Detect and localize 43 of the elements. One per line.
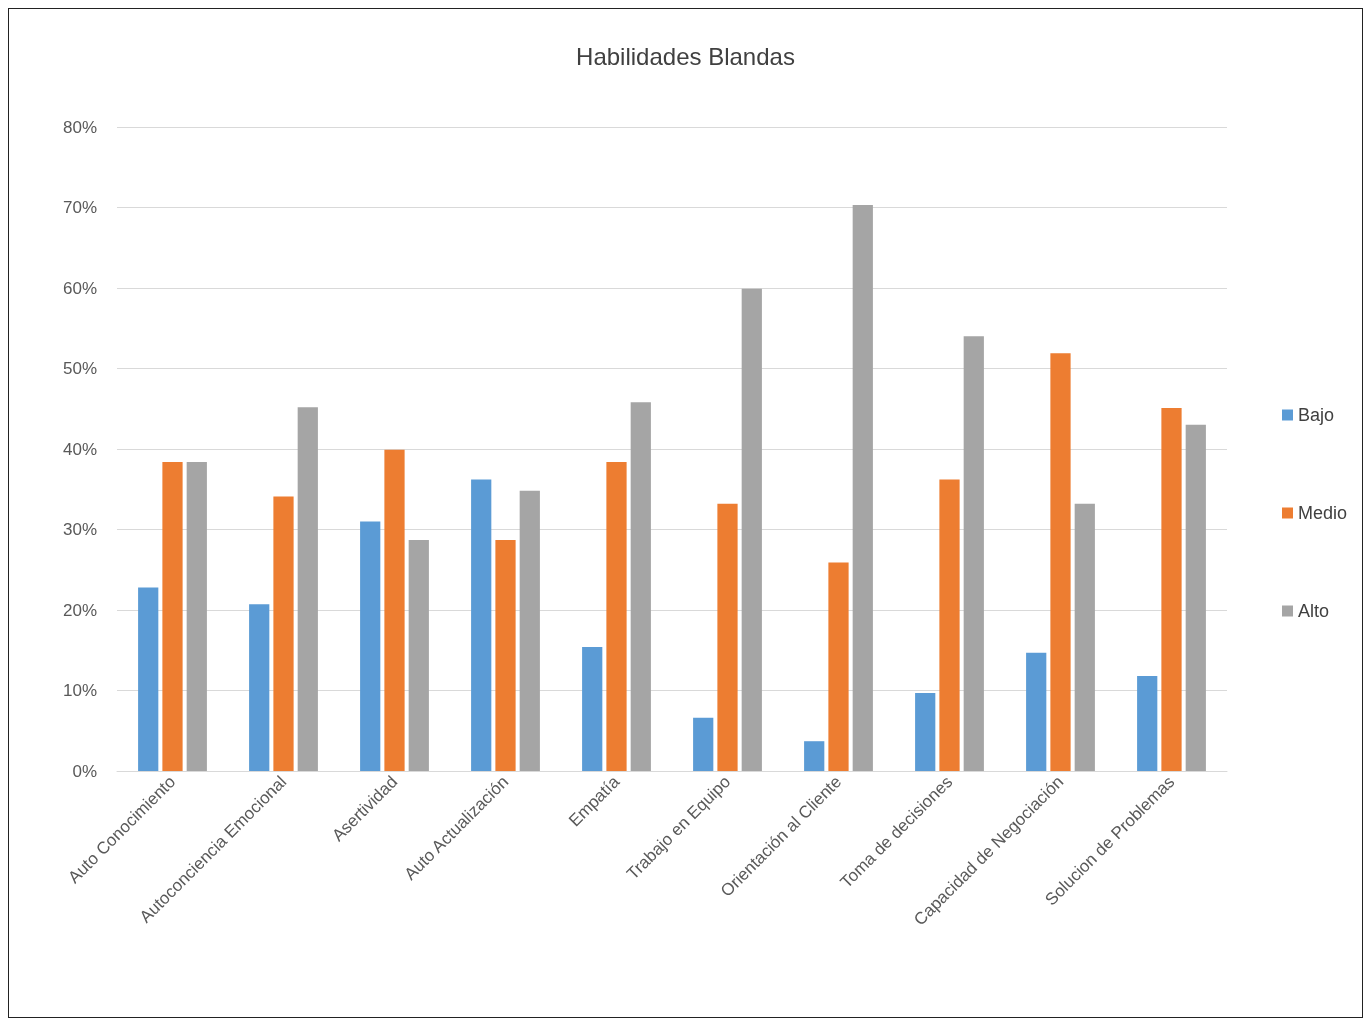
bar [1050, 353, 1071, 771]
bar [852, 205, 873, 771]
bar [297, 407, 318, 771]
bar [939, 479, 960, 771]
bar [693, 717, 714, 771]
bar [162, 461, 183, 771]
bar [495, 539, 516, 771]
y-tick-label: 30% [62, 520, 97, 539]
y-tick-label: 80% [62, 117, 97, 137]
bar [519, 490, 540, 771]
bar [408, 539, 429, 771]
bar [249, 604, 270, 771]
y-tick-label: 20% [62, 600, 97, 620]
legend-label: Bajo [1297, 405, 1335, 425]
bar [804, 741, 825, 771]
bar [828, 562, 849, 771]
bar [384, 449, 405, 771]
bar [582, 647, 603, 771]
bar [1161, 407, 1182, 771]
bar [741, 288, 762, 771]
bar [1026, 652, 1047, 771]
bar [963, 336, 984, 771]
y-tick-label: 70% [62, 198, 97, 217]
bar [138, 587, 159, 771]
legend-label: Alto [1297, 601, 1330, 621]
bar [1185, 424, 1206, 771]
bar [471, 479, 492, 771]
bar [915, 692, 936, 771]
bar [186, 461, 207, 771]
bar [360, 521, 381, 771]
bar [1137, 676, 1158, 771]
y-tick-label: 0% [72, 761, 97, 781]
bar [606, 461, 627, 771]
bar [630, 402, 651, 771]
bar [717, 503, 738, 771]
y-tick-label: 50% [62, 359, 97, 378]
bar [1074, 503, 1095, 771]
y-tick-label: 60% [62, 278, 97, 298]
legend-label: Medio [1297, 503, 1348, 523]
y-tick-label: 10% [62, 681, 97, 700]
chart-title: Habilidades Blandas [576, 42, 795, 70]
bar [273, 496, 294, 771]
y-tick-label: 40% [62, 439, 97, 459]
